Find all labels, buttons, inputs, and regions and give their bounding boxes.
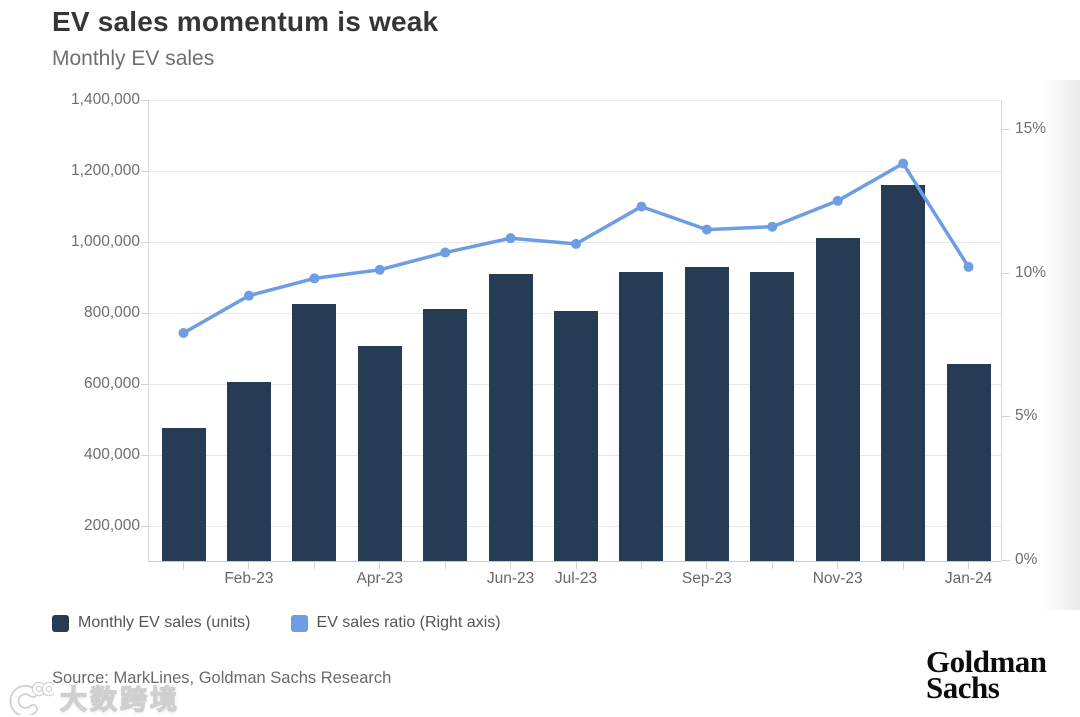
- gridline-1000000: [148, 241, 1001, 243]
- watermark-logo-icon: [9, 681, 54, 715]
- bar-feb-23: [226, 381, 271, 561]
- x-axis-tick: [640, 562, 642, 569]
- x-axis-label-nov-23: Nov-23: [812, 570, 863, 587]
- left-axis-label: 400,000: [83, 445, 140, 463]
- ratio-point-jul-23: [571, 238, 582, 249]
- gridline-1200000: [148, 170, 1001, 172]
- x-axis-label-sep-23: Sep-23: [681, 570, 732, 587]
- watermark-text: 大数跨境: [59, 684, 180, 715]
- x-axis-tick: [183, 562, 184, 569]
- right-edge-shade: [1042, 80, 1080, 610]
- ratio-point-may-23: [440, 247, 451, 258]
- x-axis-tick: [248, 562, 250, 569]
- bar-jan-23: [161, 428, 206, 561]
- bar-apr-23: [357, 346, 402, 561]
- ratio-point-nov-23: [832, 195, 843, 206]
- goldman-sachs-logo-line1: Goldman: [926, 644, 1047, 679]
- legend-label-bar-series: Monthly EV sales (units): [78, 614, 251, 631]
- bar-dec-23: [881, 185, 926, 561]
- x-axis-line: [148, 561, 1001, 562]
- right-axis-tick: [1002, 560, 1010, 561]
- right-axis-label: 10%: [1015, 263, 1047, 281]
- legend-swatch-bar-series: [52, 614, 69, 632]
- bar-jun-23: [488, 273, 533, 561]
- bar-jan-24: [946, 364, 991, 561]
- right-axis-label: 0%: [1015, 551, 1038, 568]
- ratio-point-jan-24: [963, 261, 974, 272]
- source-note: Source: MarkLines, Goldman Sachs Researc…: [52, 669, 392, 687]
- left-axis-tick: [141, 525, 148, 527]
- ratio-point-jan-23: [178, 328, 189, 339]
- ratio-point-sep-23: [701, 224, 712, 235]
- right-axis-label: 5%: [1015, 407, 1038, 425]
- x-axis-label-jun-23: Jun-23: [486, 570, 535, 587]
- x-axis-tick: [706, 562, 708, 569]
- bar-oct-23: [750, 271, 795, 561]
- left-axis-tick: [141, 170, 148, 172]
- bar-mar-23: [292, 303, 337, 561]
- ratio-point-mar-23: [309, 273, 320, 284]
- goldman-sachs-logo-line2: Sachs: [926, 670, 1000, 705]
- left-axis-label: 1,000,000: [71, 232, 140, 250]
- x-axis-tick: [575, 562, 577, 569]
- bar-may-23: [423, 309, 468, 561]
- right-axis-tick: [1002, 129, 1010, 130]
- bar-nov-23: [815, 238, 860, 561]
- ratio-point-oct-23: [767, 221, 778, 232]
- right-axis-label: 15%: [1015, 120, 1047, 137]
- left-axis-label: 600,000: [83, 374, 140, 392]
- watermark: 大数跨境: [6, 678, 180, 717]
- x-axis-tick: [902, 562, 904, 569]
- ratio-point-apr-23: [374, 264, 385, 275]
- left-axis-tick: [141, 383, 148, 385]
- x-axis-tick: [771, 562, 773, 569]
- left-axis-tick: [141, 241, 148, 243]
- ratio-point-aug-23: [636, 201, 647, 212]
- x-axis-tick: [837, 562, 839, 569]
- left-axis-label: 1,200,000: [71, 161, 140, 179]
- legend-label-line-series: EV sales ratio (Right axis): [316, 614, 501, 631]
- gridline-1400000: [148, 100, 1001, 101]
- plot-left-edge: [148, 100, 149, 561]
- bar-sep-23: [684, 266, 729, 561]
- bar-jul-23: [554, 310, 599, 561]
- chart-subtitle: Monthly EV sales: [52, 47, 215, 70]
- legend: Monthly EV sales (units) EV sales ratio …: [52, 614, 501, 632]
- left-axis-tick: [141, 312, 148, 314]
- x-axis-label-apr-23: Apr-23: [356, 570, 404, 587]
- x-axis-tick: [444, 562, 446, 569]
- x-axis-tick: [968, 562, 970, 569]
- left-axis-label: 1,400,000: [71, 91, 140, 108]
- chart-title: EV sales momentum is weak: [52, 6, 439, 37]
- goldman-sachs-logo: Goldman Sachs: [926, 644, 1047, 705]
- x-axis-tick: [313, 562, 315, 569]
- right-axis-tick: [1002, 416, 1010, 418]
- ratio-point-dec-23: [898, 158, 909, 169]
- left-axis-label: 800,000: [83, 303, 140, 321]
- left-axis-tick: [141, 454, 148, 456]
- x-axis-label-feb-23: Feb-23: [224, 570, 274, 587]
- x-axis-tick: [510, 562, 512, 569]
- left-axis-label: 200,000: [83, 516, 140, 534]
- ratio-point-feb-23: [243, 290, 254, 301]
- legend-swatch-line-series: [290, 614, 308, 632]
- plot-right-edge: [1001, 100, 1002, 561]
- right-axis-tick: [1002, 272, 1010, 274]
- x-axis-tick: [379, 562, 381, 569]
- x-axis-label-jan-24: Jan-24: [944, 570, 993, 587]
- left-axis-tick: [141, 100, 148, 101]
- x-axis-label-jul-23: Jul-23: [554, 570, 598, 587]
- bar-aug-23: [619, 271, 664, 561]
